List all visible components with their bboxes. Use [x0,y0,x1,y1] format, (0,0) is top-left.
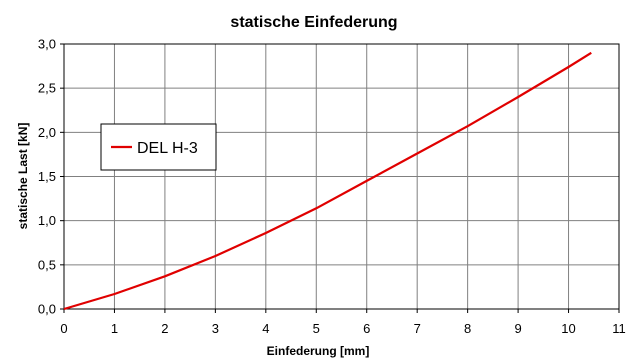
x-tick-label: 10 [561,321,575,336]
x-tick-label: 0 [60,321,67,336]
y-tick-label: 3,0 [38,37,56,52]
legend-label: DEL H-3 [137,140,198,157]
y-tick-label: 0,0 [38,302,56,317]
series-line-del-h-3 [63,51,592,311]
series-layer [63,51,592,311]
axes: 0 1 2 3 4 5 6 7 8 9 10 11 0,0 0,5 1,0 1,5 2,0 2,5 3,0 [38,37,626,337]
x-tick-label: 8 [464,321,471,336]
y-tick-label: 2,0 [38,125,56,140]
x-tick-label: 1 [111,321,118,336]
y-tick-label: 1,5 [38,169,56,184]
chart-title: statische Einfederung [230,14,397,31]
y-tick-label: 0,5 [38,257,56,272]
x-tick-label: 9 [514,321,521,336]
x-tick-label: 3 [212,321,219,336]
legend: DEL H-3 [100,123,217,171]
x-tick-label: 2 [161,321,168,336]
x-tick-label: 6 [363,321,370,336]
x-axis-title: Einfederung [mm] [267,344,370,358]
x-tick-label: 5 [313,321,320,336]
plot-frame [63,43,620,310]
y-tick-label: 1,0 [38,213,56,228]
y-axis-title: statische Last [kN] [16,123,30,230]
y-tick-label: 2,5 [38,81,56,96]
x-tick-label: 4 [262,321,269,336]
x-tick-label: 7 [414,321,421,336]
x-tick-label: 11 [612,321,626,336]
